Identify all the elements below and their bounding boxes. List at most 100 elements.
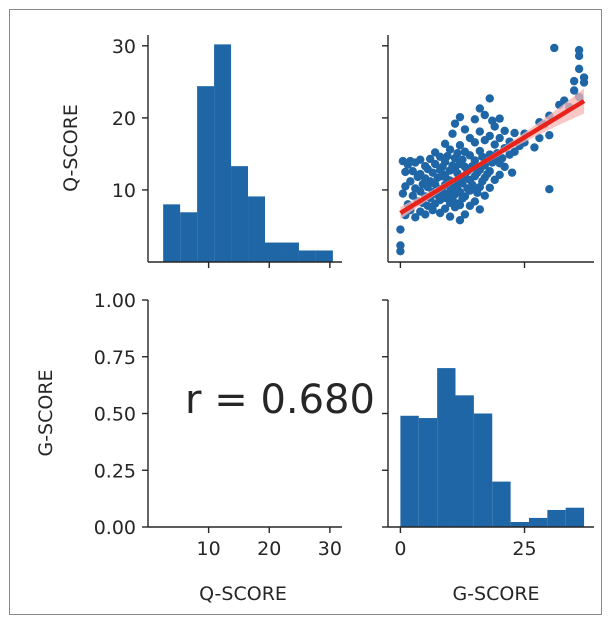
scatter-point — [470, 138, 480, 147]
g-hist-bar — [565, 507, 585, 527]
scatter-point — [485, 183, 494, 192]
g-hist-bar — [455, 395, 474, 527]
g-hist-bar — [400, 415, 419, 527]
scatter-point — [485, 131, 494, 141]
q-hist-bar — [197, 86, 215, 263]
scatter-point — [396, 225, 405, 234]
corr-ytick-label: 0.50 — [94, 404, 136, 426]
g-hist-xtick-label: 0 — [394, 538, 406, 560]
scatter-point — [569, 76, 579, 86]
ylabel-g-score: G-SCORE — [35, 369, 57, 456]
q-hist-bar — [265, 242, 282, 262]
g-hist-bar — [510, 522, 529, 527]
panel-g-histogram: 0 25 — [382, 299, 594, 560]
scatter-point — [408, 167, 418, 176]
scatter-point — [445, 145, 455, 154]
scatter-point — [406, 177, 415, 186]
panel-q-histogram: 10 20 30 — [112, 35, 342, 268]
scatter-point — [574, 64, 584, 74]
scatter-point — [475, 127, 485, 136]
scatter-point — [421, 210, 430, 219]
scatter-point — [485, 167, 494, 176]
g-hist-bar — [547, 509, 566, 527]
scatter-point — [401, 167, 410, 177]
q-hist-bar — [298, 250, 316, 262]
g-hist-bar — [437, 368, 456, 527]
panel-scatter — [382, 35, 594, 268]
scatter-point — [455, 112, 465, 122]
scatter-point — [500, 126, 509, 136]
scatter-point — [480, 191, 489, 200]
scatter-point — [545, 185, 554, 194]
scatter-point — [507, 168, 517, 177]
scatter-point — [440, 139, 450, 149]
g-hist-bar — [418, 418, 438, 527]
scatter-point — [500, 162, 509, 172]
scatter-point — [416, 155, 425, 164]
scatter-point — [478, 152, 487, 161]
scatter-point — [470, 115, 480, 124]
corr-xtick-label: 10 — [197, 538, 221, 560]
q-hist-bar — [248, 196, 266, 262]
q-hist-bar — [315, 250, 333, 262]
scatter-point — [475, 205, 485, 214]
corr-ytick-label: 0.25 — [94, 460, 136, 482]
g-hist-xtick-label: 25 — [512, 538, 536, 560]
scatter-point — [458, 155, 467, 164]
scatter-point — [396, 246, 405, 256]
scatter-point — [530, 143, 539, 152]
scatter-point — [455, 141, 465, 150]
scatter-point — [470, 197, 480, 206]
g-hist-bar — [492, 481, 511, 527]
scatter-point — [470, 156, 480, 165]
scatter-point — [490, 140, 499, 149]
scatter-point — [495, 114, 504, 123]
scatter-point — [510, 147, 519, 156]
scatter-point — [408, 191, 418, 200]
scatter-point — [535, 133, 544, 143]
scatter-point — [453, 148, 462, 158]
scatter-point — [579, 73, 589, 82]
scatter-point — [460, 210, 470, 219]
scatter-point — [430, 159, 440, 169]
scatter-point — [497, 154, 507, 163]
q-hist-bar — [163, 204, 181, 262]
q-hist-bar — [231, 166, 249, 262]
scatter-point — [443, 151, 452, 161]
q-hist-bar — [180, 212, 198, 262]
scatter-point — [440, 204, 450, 213]
scatter-point — [569, 86, 579, 95]
scatter-point — [455, 216, 465, 225]
panel-correlation: 10 20 30 0.00 0.25 0.50 0.75 1.00 — [94, 290, 342, 560]
scatter-point — [495, 133, 504, 143]
scatter-point — [411, 213, 420, 222]
correlation-annotation: r = 0.680 — [185, 377, 375, 423]
scatter-point — [396, 241, 405, 250]
scatter-point — [574, 45, 584, 55]
scatter-point — [455, 200, 465, 210]
scatter-point — [445, 212, 455, 221]
scatter-point — [510, 128, 519, 138]
regression-line — [399, 99, 586, 215]
g-hist-bar — [473, 413, 493, 527]
corr-ytick-label: 1.00 — [94, 290, 136, 312]
corr-ytick-label: 0.75 — [94, 347, 136, 369]
q-hist-bar — [281, 242, 299, 262]
scatter-point — [428, 205, 437, 215]
scatter-point — [398, 189, 408, 198]
corr-ytick-label: 0.00 — [94, 517, 136, 539]
scatter-point — [448, 129, 457, 138]
scatter-point — [460, 192, 470, 201]
ylabel-q-score: Q-SCORE — [60, 104, 82, 192]
scatter-point — [475, 104, 485, 113]
scatter-point — [550, 43, 559, 53]
q-hist-ytick-label: 30 — [112, 36, 136, 58]
figure-border — [9, 9, 602, 615]
xlabel-g-score: G-SCORE — [452, 583, 539, 605]
corr-xtick-label: 30 — [318, 538, 342, 560]
scatter-point — [450, 119, 460, 128]
scatter-point — [485, 94, 494, 103]
scatter-point — [495, 170, 504, 180]
